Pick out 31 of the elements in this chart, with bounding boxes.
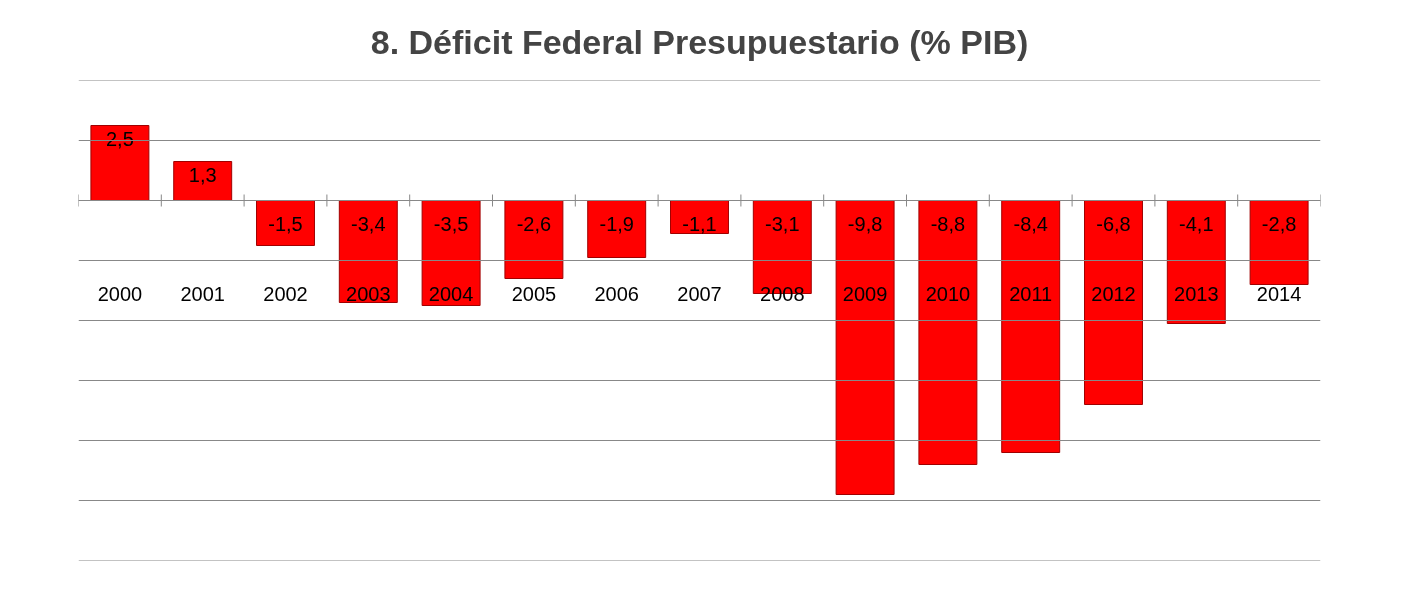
x-tick-label: 2014 xyxy=(1256,282,1302,305)
chart-title: 8. Déficit Federal Presupuestario (% PIB) xyxy=(370,22,1029,61)
data-label: -8,8 xyxy=(930,212,966,235)
x-tick-label: 2000 xyxy=(97,282,143,305)
data-label: -1,5 xyxy=(268,212,303,235)
x-tick-label: 2005 xyxy=(511,282,557,305)
data-label: -2,8 xyxy=(1261,212,1297,235)
data-label: -1,1 xyxy=(682,212,717,235)
data-label: -4,1 xyxy=(1179,212,1214,235)
data-label: -6,8 xyxy=(1096,212,1131,235)
data-label: -8,4 xyxy=(1013,212,1048,235)
x-tick-label: 2008 xyxy=(760,282,805,305)
x-tick-label: 2003 xyxy=(346,282,391,305)
x-tick-label: 2010 xyxy=(925,282,971,305)
data-label: 2,5 xyxy=(106,127,134,150)
data-label: -3,1 xyxy=(765,212,800,235)
data-label: -3,4 xyxy=(351,212,386,235)
data-label: -1,9 xyxy=(599,212,634,235)
data-label: -3,5 xyxy=(433,212,469,235)
x-tick-label: 2007 xyxy=(677,282,722,305)
x-tick-label: 2011 xyxy=(1009,282,1053,305)
x-tick-label: 2002 xyxy=(263,282,308,305)
x-tick-label: 2006 xyxy=(594,282,639,305)
x-tick-label: 2009 xyxy=(842,282,888,305)
x-tick-label: 2012 xyxy=(1091,282,1136,305)
data-label: 1,3 xyxy=(188,163,217,186)
x-tick-label: 2004 xyxy=(428,282,474,305)
x-tick-label: 2013 xyxy=(1174,282,1219,305)
data-label: -2,6 xyxy=(516,212,552,235)
x-tick-label: 2001 xyxy=(180,282,225,305)
data-label: -9,8 xyxy=(847,212,883,235)
